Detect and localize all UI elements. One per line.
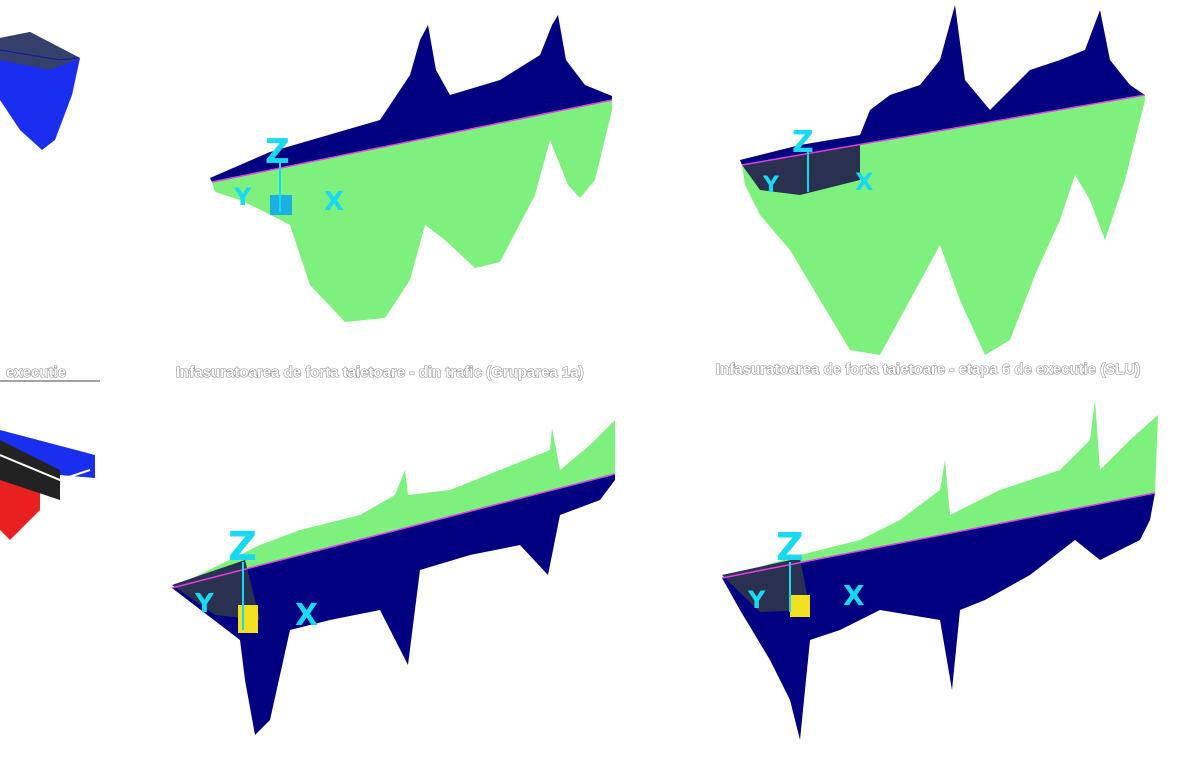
axis-triad: Z Y X — [747, 525, 865, 614]
left-bottom-model — [0, 430, 95, 540]
panel-bottom-right — [721, 400, 1158, 740]
axis-label: Z — [265, 132, 290, 172]
panel-top-right — [740, 5, 1146, 355]
caption: executie — [6, 364, 66, 381]
caption: Infasuratoarea de forta taietoare - etap… — [716, 361, 1140, 378]
axis-label: Y — [747, 586, 766, 614]
axis-label: Y — [233, 183, 252, 211]
axis-label: X — [295, 598, 318, 633]
axis-label: X — [324, 187, 344, 217]
left-top-model — [0, 32, 80, 150]
axis-label: Z — [776, 525, 804, 569]
axis-label: X — [855, 168, 874, 196]
axis-label: Y — [194, 589, 215, 619]
axis-triad: Z Y X — [233, 132, 344, 217]
axis-label: Z — [792, 125, 814, 160]
panel-bottom-middle — [171, 420, 616, 735]
axis-triad: Z Y X — [194, 524, 318, 633]
axis-label: Y — [762, 173, 780, 198]
axis-triad: Z Y X — [762, 125, 874, 198]
caption: Infasuratoarea de forta taietoare - din … — [176, 364, 584, 381]
axis-label: X — [843, 579, 865, 612]
